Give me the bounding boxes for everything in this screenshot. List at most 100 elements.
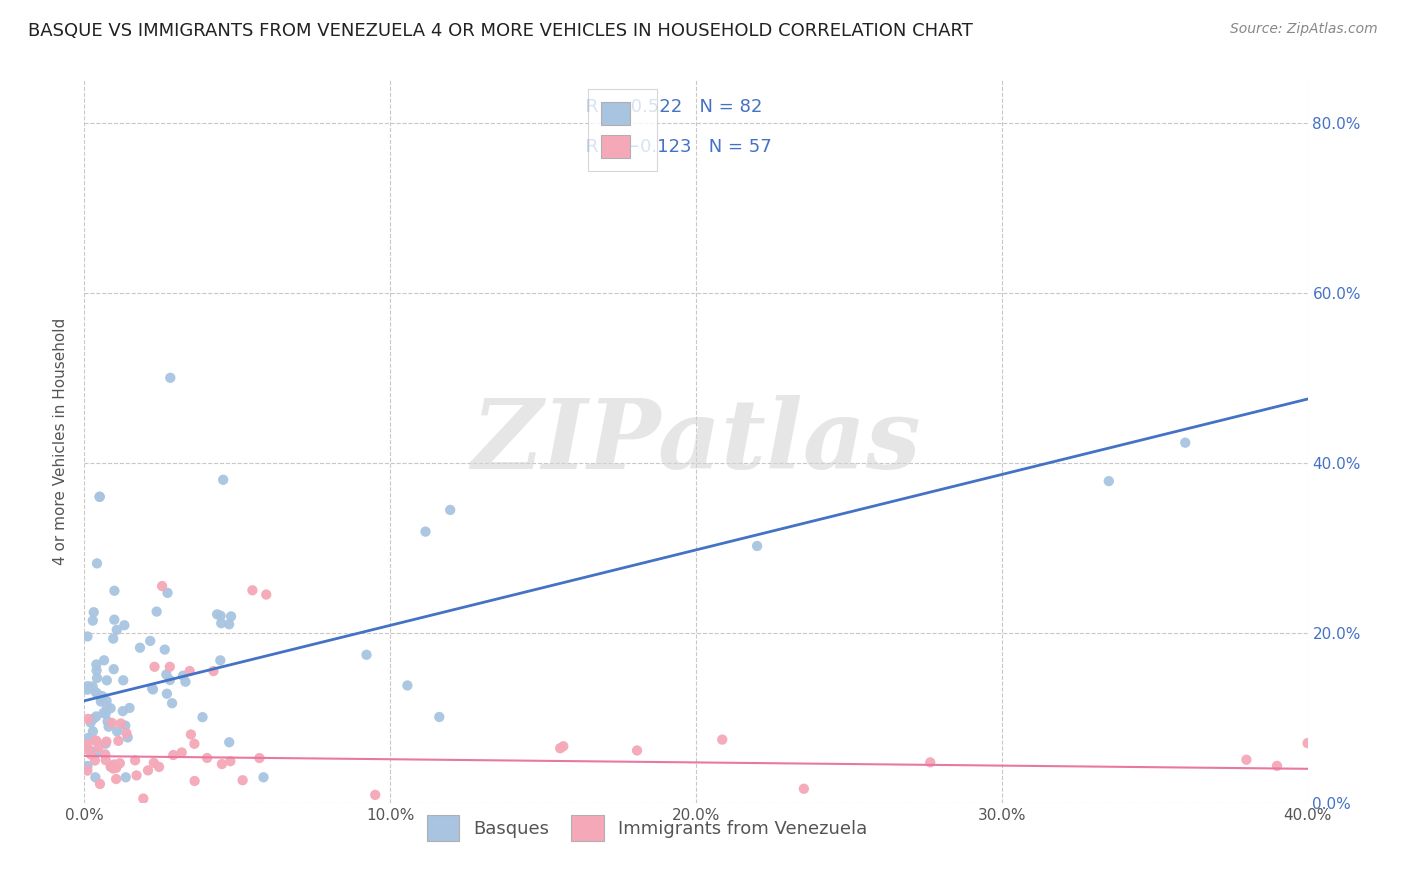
Point (141, 681, 163, 695)
Point (82, 614, 104, 628)
Point (108, 756, 131, 771)
Point (159, 660, 181, 674)
Point (254, 588, 277, 602)
Point (93, 653, 115, 667)
Point (1098, 474, 1121, 488)
Text: R =  0.522   N = 82: R = 0.522 N = 82 (586, 98, 762, 116)
Point (218, 735, 240, 749)
Point (174, 674, 197, 689)
Text: BASQUE VS IMMIGRANTS FROM VENEZUELA 4 OR MORE VEHICLES IN HOUSEHOLD CORRELATION : BASQUE VS IMMIGRANTS FROM VENEZUELA 4 OR… (28, 22, 973, 40)
Point (364, 788, 387, 802)
Point (83, 605, 105, 619)
Point (105, 724, 128, 739)
Point (209, 616, 232, 631)
Point (76, 682, 98, 697)
Point (94, 753, 117, 767)
Point (218, 617, 240, 632)
Point (91, 689, 114, 703)
Point (1265, 759, 1288, 773)
Point (111, 704, 134, 718)
Point (232, 773, 254, 788)
Point (103, 762, 125, 776)
Point (76, 731, 98, 745)
Point (142, 756, 165, 770)
Point (76, 742, 98, 756)
Point (93, 706, 115, 720)
Point (209, 653, 232, 667)
Point (747, 539, 769, 553)
Point (114, 718, 136, 732)
Point (153, 642, 176, 657)
Point (205, 607, 228, 622)
Point (103, 662, 125, 676)
Point (97, 720, 120, 734)
Point (84, 685, 107, 699)
Point (195, 751, 218, 765)
Point (793, 781, 815, 796)
Point (252, 770, 274, 784)
Point (87, 687, 110, 701)
Point (100, 759, 122, 773)
Point (1296, 736, 1319, 750)
Point (553, 739, 575, 754)
Point (96, 699, 118, 714)
Point (87, 740, 110, 755)
Point (80, 747, 103, 762)
Point (114, 770, 136, 784)
Point (76, 629, 98, 643)
Point (86, 733, 108, 747)
Point (155, 667, 177, 681)
Point (150, 579, 173, 593)
Point (439, 503, 461, 517)
Point (86, 671, 108, 685)
Point (124, 753, 146, 767)
Point (100, 701, 122, 715)
Y-axis label: 4 or more Vehicles in Household: 4 or more Vehicles in Household (53, 318, 69, 566)
Point (129, 640, 152, 655)
Point (103, 757, 125, 772)
Point (711, 732, 734, 747)
Point (143, 660, 166, 674)
Point (159, 371, 181, 385)
Point (90, 694, 112, 708)
Point (170, 746, 193, 760)
Text: ZIPatlas: ZIPatlas (471, 394, 921, 489)
Point (1236, 753, 1258, 767)
Text: R = −0.123   N = 57: R = −0.123 N = 57 (586, 138, 772, 156)
Point (103, 583, 125, 598)
Point (105, 623, 128, 637)
Point (94, 706, 117, 721)
Point (90, 692, 112, 706)
Point (249, 751, 271, 765)
Point (89, 490, 111, 504)
Point (86, 657, 108, 672)
Point (219, 754, 242, 768)
Point (162, 747, 184, 762)
Point (94, 747, 117, 762)
Point (96, 734, 118, 748)
Point (86, 745, 108, 759)
Point (148, 760, 170, 774)
Point (183, 774, 205, 789)
Point (104, 760, 127, 774)
Point (86, 557, 108, 571)
Point (94, 737, 117, 751)
Point (86, 709, 108, 723)
Point (142, 682, 165, 697)
Point (83, 712, 105, 726)
Point (117, 731, 139, 745)
Point (118, 701, 141, 715)
Point (132, 791, 155, 805)
Point (242, 583, 264, 598)
Point (89, 777, 111, 791)
Point (105, 761, 128, 775)
Point (97, 714, 120, 729)
Point (110, 716, 132, 731)
Point (96, 673, 118, 688)
Point (172, 669, 194, 683)
Point (83, 754, 105, 768)
Point (79, 743, 101, 757)
Point (115, 726, 138, 740)
Point (145, 605, 167, 619)
Point (76, 737, 98, 751)
